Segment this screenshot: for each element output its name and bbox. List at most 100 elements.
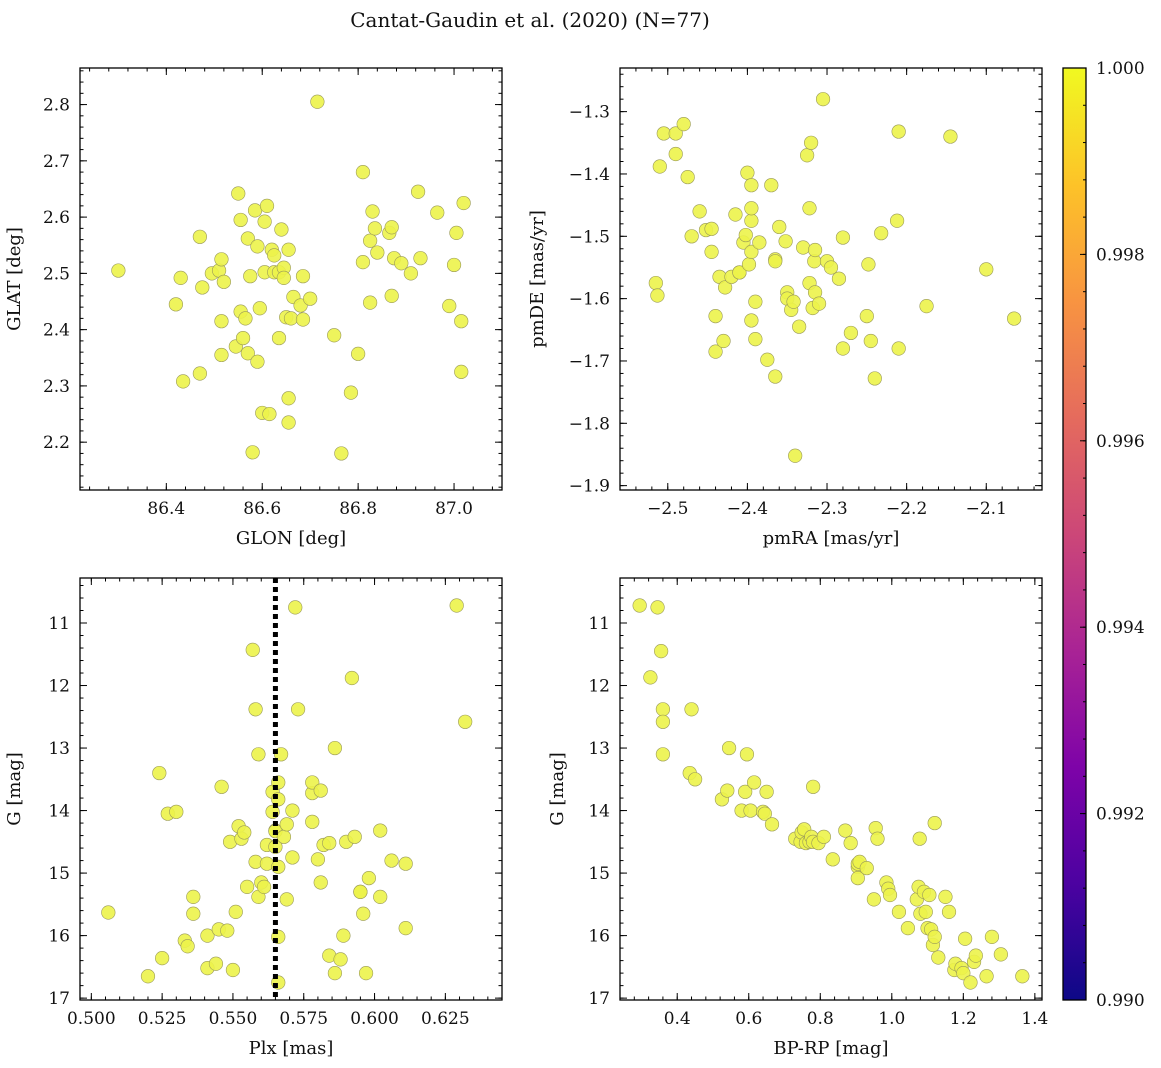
data-point xyxy=(355,164,371,180)
axes-frame xyxy=(619,67,1043,491)
data-point xyxy=(305,814,320,829)
data-point xyxy=(310,852,326,867)
data-point xyxy=(688,772,703,787)
data-point xyxy=(449,225,464,240)
data-point xyxy=(786,294,801,309)
data-point xyxy=(732,265,747,280)
data-point xyxy=(290,702,306,717)
data-point xyxy=(984,929,1000,944)
data-point xyxy=(778,234,793,249)
data-point xyxy=(313,875,328,890)
data-point xyxy=(650,600,665,615)
data-point xyxy=(285,803,300,818)
data-point xyxy=(831,271,847,286)
y-tick-label: 16 xyxy=(48,927,70,947)
data-point xyxy=(720,783,735,798)
data-point xyxy=(111,263,126,278)
data-point xyxy=(870,831,885,846)
data-point xyxy=(744,213,759,228)
data-point xyxy=(806,779,821,794)
y-tick-label: 17 xyxy=(588,989,610,1009)
y-tick-label: 2.3 xyxy=(43,377,70,397)
data-point xyxy=(155,951,170,966)
y-tick-label: 13 xyxy=(588,739,610,759)
data-point xyxy=(823,260,839,275)
data-point xyxy=(891,904,907,919)
data-point xyxy=(214,252,229,267)
data-point xyxy=(927,929,942,944)
colorbar-tick-label: 0.990 xyxy=(1096,991,1145,1011)
data-point xyxy=(310,94,325,109)
data-point xyxy=(398,921,413,936)
data-point xyxy=(676,117,691,132)
x-tick-label: 0.6 xyxy=(735,1009,762,1029)
data-point xyxy=(891,124,906,139)
y-tick-label: 2.6 xyxy=(43,208,70,228)
data-point xyxy=(279,817,294,832)
data-point xyxy=(361,870,376,886)
x-tick-label: 0.8 xyxy=(807,1009,834,1029)
y-tick-label: 17 xyxy=(48,989,70,1009)
data-point xyxy=(768,369,783,384)
y-tick-label: −1.8 xyxy=(569,414,610,434)
data-point xyxy=(927,815,942,831)
y-tick-label: 2.5 xyxy=(43,264,70,284)
x-tick-label: 0.525 xyxy=(138,1009,187,1029)
data-point xyxy=(303,291,318,306)
x-tick-label: 0.625 xyxy=(421,1009,470,1029)
data-point xyxy=(772,219,787,235)
y-tick-label: 2.4 xyxy=(43,321,70,341)
data-point xyxy=(365,204,380,219)
y-tick-label: 14 xyxy=(588,802,610,822)
data-point xyxy=(192,229,207,244)
data-point xyxy=(900,921,915,936)
y-tick-label: 2.8 xyxy=(43,96,70,116)
data-point xyxy=(747,775,762,790)
data-point xyxy=(656,126,671,141)
data-point xyxy=(240,879,255,894)
data-point xyxy=(861,257,876,272)
data-point xyxy=(220,923,235,938)
data-point xyxy=(370,245,385,260)
data-point xyxy=(650,288,665,303)
data-point xyxy=(979,969,994,984)
data-point xyxy=(803,135,819,150)
x-tick-label: 86.4 xyxy=(147,499,185,519)
data-point xyxy=(281,391,296,406)
data-point xyxy=(214,779,229,794)
data-point xyxy=(288,600,303,615)
data-point xyxy=(764,817,780,832)
data-point xyxy=(740,165,755,180)
data-point xyxy=(336,928,351,943)
data-point xyxy=(721,740,737,756)
data-point xyxy=(716,333,731,349)
data-point xyxy=(281,415,296,430)
y-tick-label: −1.7 xyxy=(569,352,610,372)
data-point xyxy=(285,850,300,865)
data-point xyxy=(180,939,195,954)
data-point xyxy=(1015,969,1030,984)
data-point xyxy=(668,126,683,141)
data-point xyxy=(1007,311,1022,326)
data-point xyxy=(739,747,755,762)
x-tick-label: 87.0 xyxy=(435,499,473,519)
data-point xyxy=(442,298,457,314)
data-point xyxy=(200,928,215,943)
data-point xyxy=(718,280,733,295)
data-point xyxy=(169,804,184,819)
data-point xyxy=(214,314,229,329)
data-point xyxy=(728,207,743,222)
data-point xyxy=(373,889,388,904)
data-point xyxy=(815,92,831,107)
data-point xyxy=(454,314,469,329)
data-point xyxy=(919,299,934,314)
y-tick-label: 16 xyxy=(588,927,610,947)
data-point xyxy=(186,889,201,904)
data-point xyxy=(259,198,275,213)
data-point xyxy=(859,860,874,876)
data-point xyxy=(874,226,889,241)
data-point xyxy=(788,448,803,463)
y-tick-label: −1.6 xyxy=(569,290,610,310)
data-point xyxy=(835,341,851,356)
data-point xyxy=(811,296,827,311)
